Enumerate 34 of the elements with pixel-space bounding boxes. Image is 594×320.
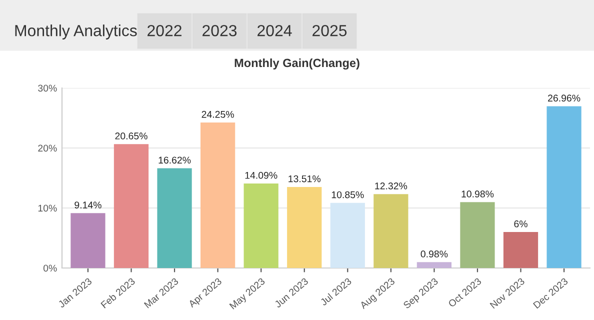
chart-title: Monthly Gain(Change) bbox=[234, 58, 360, 70]
bar bbox=[460, 202, 495, 268]
bar bbox=[287, 186, 322, 268]
data-label: 13.51% bbox=[288, 175, 321, 182]
data-label: 26.96% bbox=[548, 94, 580, 102]
bar bbox=[546, 106, 582, 268]
text: 2025 bbox=[312, 24, 347, 36]
data-label: 20.65% bbox=[115, 132, 148, 140]
y-tick-label: 20% bbox=[38, 144, 57, 152]
data-label: 10.85% bbox=[332, 191, 364, 198]
y-tick-label: 0% bbox=[43, 264, 57, 272]
bar bbox=[416, 262, 452, 268]
text: 2024 bbox=[258, 24, 292, 36]
bar bbox=[200, 122, 236, 268]
y-tick-label: 10% bbox=[38, 204, 57, 212]
bar bbox=[114, 144, 149, 268]
data-label: 10.98% bbox=[462, 190, 494, 198]
bar bbox=[244, 183, 278, 268]
bar bbox=[503, 232, 538, 268]
bar bbox=[70, 213, 106, 268]
y-tick-label: 30% bbox=[38, 84, 57, 92]
data-label: 24.25% bbox=[202, 110, 234, 118]
data-label: 9.14% bbox=[74, 202, 102, 208]
text: Monthly Analytics bbox=[15, 24, 137, 40]
text: 2022 bbox=[148, 24, 182, 36]
data-label: 14.09% bbox=[245, 172, 278, 179]
bar bbox=[374, 194, 408, 268]
data-label: 6% bbox=[514, 220, 528, 228]
data-label: 0.98% bbox=[420, 250, 448, 258]
bar bbox=[157, 168, 192, 268]
text: 2023 bbox=[202, 24, 237, 36]
data-label: 12.32% bbox=[375, 182, 408, 190]
data-label: 16.62% bbox=[158, 156, 191, 164]
bar bbox=[330, 202, 365, 268]
